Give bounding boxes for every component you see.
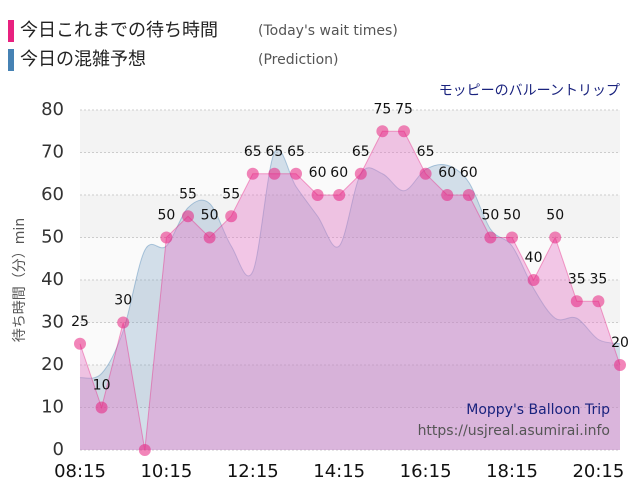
- data-point: [74, 337, 86, 350]
- y-tick-label: 10: [41, 397, 64, 418]
- plot-band: [80, 195, 620, 238]
- data-point: [527, 274, 540, 286]
- data-point: [398, 125, 410, 138]
- y-axis-label: 待ち時間（分）min: [12, 218, 28, 342]
- legend-label: 今日の混雑予想: [20, 49, 146, 70]
- data-label: 25: [71, 314, 89, 330]
- watermark: Moppy's Balloon Trip: [466, 402, 610, 418]
- x-tick-label: 10:15: [140, 461, 192, 482]
- data-label: 50: [481, 208, 499, 224]
- data-point: [614, 359, 626, 371]
- data-label: 55: [179, 186, 197, 202]
- data-point: [592, 295, 605, 308]
- x-tick-label: 08:15: [54, 461, 106, 482]
- data-point: [333, 189, 346, 201]
- series-area: [80, 149, 620, 451]
- y-tick-label: 0: [53, 439, 64, 460]
- data-label: 50: [157, 208, 175, 224]
- data-label: 50: [503, 208, 521, 224]
- y-tick-label: 40: [41, 269, 64, 290]
- legend-note: (Prediction): [258, 52, 338, 68]
- data-label: 20: [611, 335, 629, 351]
- data-label: 40: [525, 250, 543, 266]
- data-label: 65: [417, 144, 435, 160]
- data-point: [95, 401, 108, 414]
- legend-label: 今日これまでの待ち時間: [20, 20, 218, 41]
- data-point: [290, 167, 302, 180]
- data-label: 10: [93, 378, 111, 394]
- data-label: 60: [460, 165, 478, 181]
- data-point: [182, 210, 194, 223]
- y-tick-label: 80: [41, 99, 64, 120]
- x-tick-label: 14:15: [313, 461, 365, 482]
- data-point: [484, 231, 497, 244]
- data-point: [441, 189, 454, 201]
- legend-note: (Today's wait times): [258, 23, 398, 39]
- data-point: [268, 167, 281, 180]
- data-label: 75: [373, 101, 391, 117]
- data-point: [138, 444, 151, 456]
- y-tick-label: 20: [41, 354, 64, 375]
- data-point: [160, 231, 173, 244]
- plot-band: [80, 365, 620, 408]
- data-label: 55: [222, 186, 240, 202]
- plot-band: [80, 322, 620, 365]
- plot-band: [80, 280, 620, 323]
- data-point: [506, 231, 518, 244]
- data-point: [419, 167, 432, 180]
- x-tick-label: 16:15: [400, 461, 452, 482]
- data-label: 65: [287, 144, 305, 160]
- watermark: https://usjreal.asumirai.info: [418, 423, 610, 439]
- y-tick-label: 70: [41, 142, 64, 163]
- data-point: [203, 231, 216, 244]
- plot-band: [80, 407, 620, 450]
- series-area: [80, 131, 620, 450]
- data-label: 30: [114, 293, 132, 309]
- data-point: [246, 167, 259, 180]
- y-tick-label: 50: [41, 227, 64, 248]
- y-tick-label: 60: [41, 184, 64, 205]
- x-tick-label: 18:15: [486, 461, 538, 482]
- y-tick-label: 30: [41, 312, 64, 333]
- plot-band: [80, 110, 620, 153]
- data-label: 60: [438, 165, 456, 181]
- data-label: 50: [201, 208, 219, 224]
- data-label: 65: [265, 144, 283, 160]
- data-label: 35: [589, 271, 607, 287]
- data-point: [117, 316, 130, 329]
- x-tick-label: 12:15: [227, 461, 279, 482]
- data-label: 60: [309, 165, 327, 181]
- data-point: [354, 167, 367, 180]
- data-label: 60: [330, 165, 348, 181]
- plot-band: [80, 237, 620, 280]
- data-label: 50: [546, 208, 564, 224]
- legend-swatch: [8, 20, 14, 42]
- data-point: [376, 125, 389, 138]
- data-point: [311, 189, 324, 201]
- x-tick-label: 20:15: [572, 461, 624, 482]
- data-label: 35: [568, 271, 586, 287]
- data-point: [570, 295, 583, 308]
- chart-subtitle: モッピーのバルーントリップ: [439, 83, 620, 99]
- plot-band: [80, 152, 620, 195]
- data-point: [462, 189, 475, 201]
- data-point: [225, 210, 238, 223]
- data-label: 65: [244, 144, 262, 160]
- legend-swatch: [8, 49, 14, 71]
- data-label: 65: [352, 144, 370, 160]
- data-point: [549, 231, 562, 244]
- data-label: 75: [395, 101, 413, 117]
